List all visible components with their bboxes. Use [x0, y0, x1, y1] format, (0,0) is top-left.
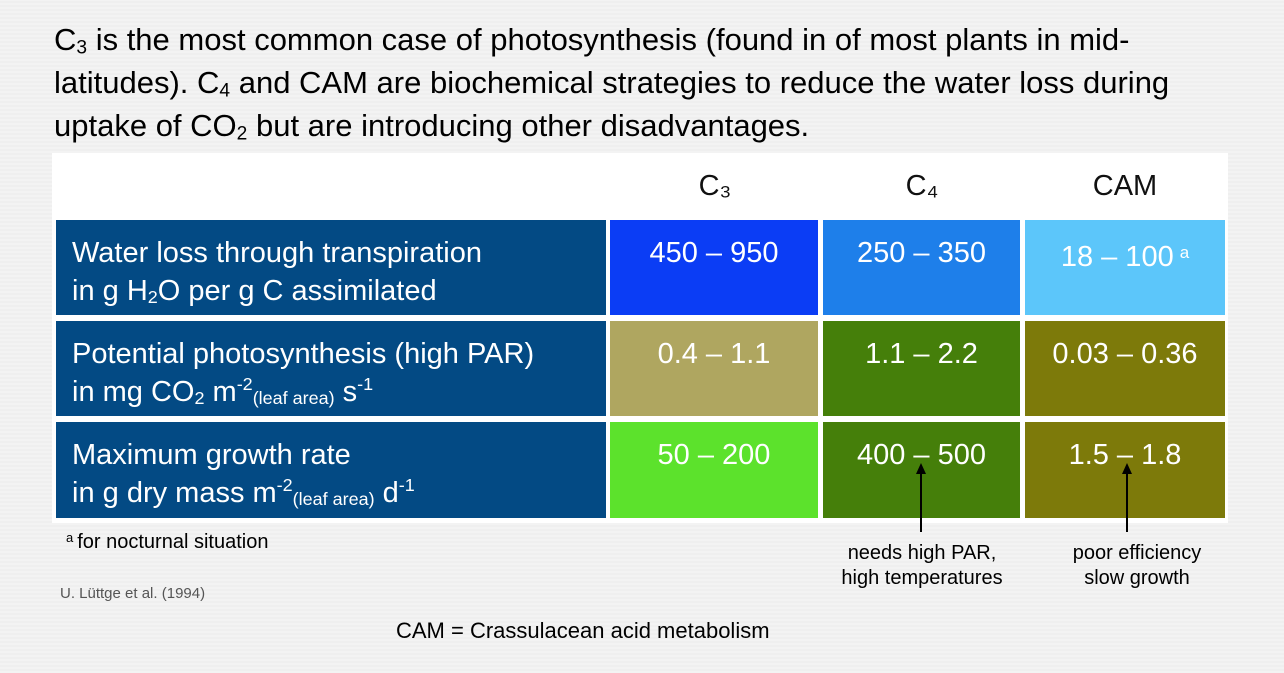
row-header-line2: in g dry mass m-2(leaf area) d-1 [72, 474, 415, 510]
row-header-water-loss: Water loss through transpiration in g H2… [56, 220, 606, 315]
arrow-up-icon [1122, 463, 1132, 474]
row-header-line2: in mg CO2 m-2(leaf area) s-1 [72, 373, 374, 409]
column-header-c3: C₃ [698, 170, 732, 202]
row-header-growth-rate: Maximum growth rate in g dry mass m-2(le… [56, 422, 606, 518]
cell-water-cam: 18 – 100 a [1025, 220, 1225, 315]
source-citation: U. Lüttge et al. (1994) [60, 585, 206, 602]
row-header-photosynthesis: Potential photosynthesis (high PAR) in m… [56, 321, 606, 416]
column-header-c4: C₄ [905, 170, 939, 202]
arrow-up-icon [916, 463, 926, 474]
cell-water-c3: 450 – 950 [610, 220, 818, 315]
row-header-line1: Maximum growth rate [72, 439, 351, 471]
cell-photo-c4: 1.1 – 2.2 [823, 321, 1020, 416]
column-header-cam: CAM [1092, 170, 1158, 202]
cell-water-c4: 250 – 350 [823, 220, 1020, 315]
row-header-line1: Potential photosynthesis (high PAR) [72, 338, 535, 370]
annotation-c4: needs high PAR, high temperatures [841, 542, 1003, 589]
arrow-line-cam [1126, 472, 1128, 532]
annotation-cam: poor efficiency slow growth [1072, 542, 1202, 589]
footnote-marker: a [1179, 243, 1190, 262]
cell-photo-c3: 0.4 – 1.1 [610, 321, 818, 416]
cell-growth-c3: 50 – 200 [610, 422, 818, 518]
cell-photo-cam: 0.03 – 0.36 [1025, 321, 1225, 416]
abbreviation-note: CAM = Crassulacean acid metabolism [396, 618, 770, 643]
footnote: a for nocturnal situation [66, 530, 269, 553]
row-header-line2: in g H2O per g C assimilated [72, 275, 437, 308]
arrow-line-c4 [920, 472, 922, 532]
intro-text: C3 is the most common case of photosynth… [54, 22, 1170, 145]
row-header-line1: Water loss through transpiration [72, 237, 482, 269]
